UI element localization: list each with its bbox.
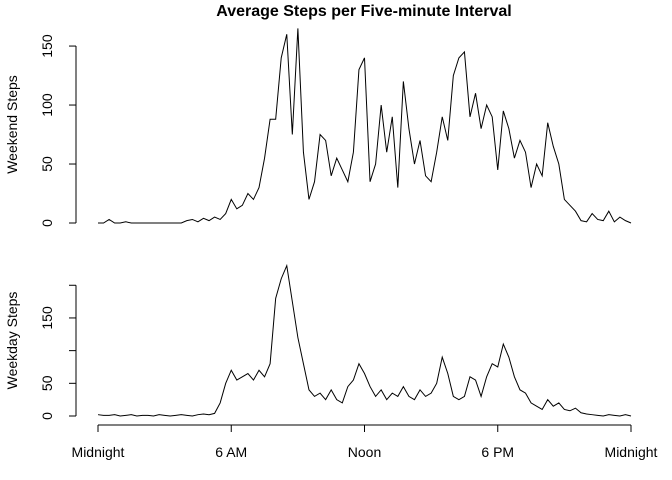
- y-axis-label: Weekday Steps: [4, 292, 20, 390]
- y-tick-label: 150: [39, 306, 55, 330]
- y-tick-label: 0: [39, 219, 55, 227]
- y-axis-label: Weekend Steps: [4, 75, 20, 174]
- y-tick-label: 50: [39, 375, 55, 391]
- series-line: [97, 263, 632, 417]
- x-tick-label: Midnight: [605, 444, 658, 460]
- y-tick-label: 150: [39, 34, 55, 58]
- y-tick-label: 100: [39, 93, 55, 117]
- y-tick-label: 0: [39, 412, 55, 420]
- x-tick-label: Noon: [348, 444, 381, 460]
- x-tick-label: 6 AM: [215, 444, 247, 460]
- series-line: [98, 28, 632, 224]
- x-tick-label: 6 PM: [481, 444, 514, 460]
- chart-title: Average Steps per Five-minute Interval: [216, 3, 512, 20]
- x-tick-label: Midnight: [72, 444, 125, 460]
- y-tick-label: 50: [39, 156, 55, 172]
